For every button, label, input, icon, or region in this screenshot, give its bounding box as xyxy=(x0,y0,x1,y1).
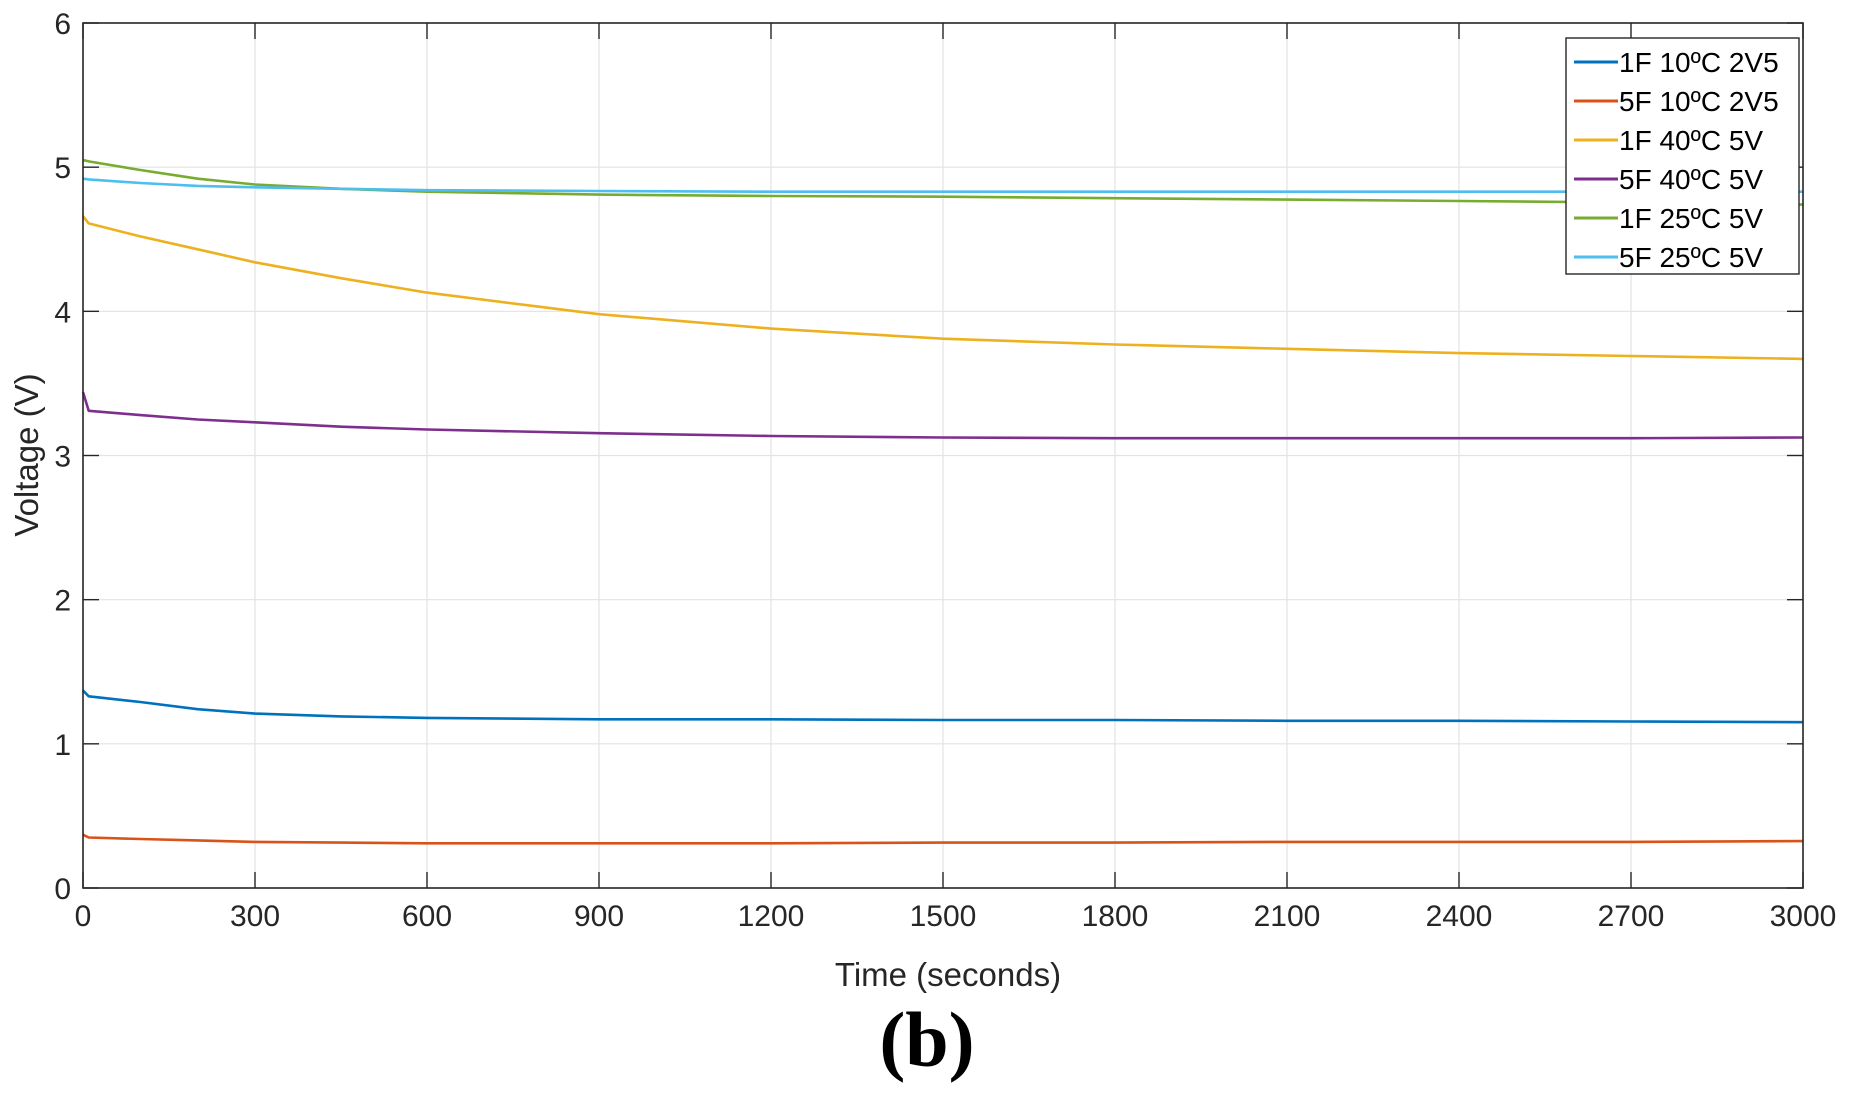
x-tick-label: 0 xyxy=(75,900,92,933)
x-tick-label: 3000 xyxy=(1770,900,1837,933)
y-tick-label: 1 xyxy=(54,729,71,762)
data-series xyxy=(81,158,1804,845)
y-tick-label: 6 xyxy=(54,8,71,41)
y-tick-label: 3 xyxy=(54,441,71,474)
x-tick-label: 2400 xyxy=(1426,900,1493,933)
legend-entry-label: 1F 10ºC 2V5 xyxy=(1619,47,1779,78)
legend-box xyxy=(1565,37,1800,275)
x-tick-label: 1800 xyxy=(1082,900,1149,933)
y-tick-label: 4 xyxy=(54,296,71,329)
figure-caption: (b) xyxy=(879,996,975,1083)
y-tick-label: 2 xyxy=(54,585,71,618)
legend-entry-label: 5F 25ºC 5V xyxy=(1619,242,1763,273)
y-axis-label: Voltage (V) xyxy=(8,373,45,536)
series-line-5 xyxy=(82,177,1803,193)
x-tick-label: 1200 xyxy=(738,900,805,933)
series-line-4 xyxy=(82,158,1804,206)
series-line-1 xyxy=(82,833,1804,845)
voltage-time-chart: 0 300 600 900 1200 1500 1800 2100 2400 2700 3000 0 1… xyxy=(8,8,1836,993)
x-tick-label: 2100 xyxy=(1254,900,1321,933)
series-line-0 xyxy=(82,689,1804,724)
series-line-2 xyxy=(81,215,1804,361)
x-tick-label: 600 xyxy=(402,900,452,933)
x-tick-label: 1500 xyxy=(910,900,977,933)
legend-entry-label: 5F 40ºC 5V xyxy=(1619,164,1763,195)
legend-entry-label: 1F 25ºC 5V xyxy=(1619,203,1763,234)
x-axis-label: Time (seconds) xyxy=(835,956,1061,993)
legend-entry-label: 5F 10ºC 2V5 xyxy=(1619,86,1779,117)
legend: 1F 10ºC 2V5 5F 10ºC 2V5 1F 40ºC 5V 5F 40ºC … xyxy=(1565,37,1800,275)
y-tick-label: 5 xyxy=(54,152,71,185)
legend-entry-label: 1F 40ºC 5V xyxy=(1619,125,1763,156)
axis-ticks: 0 300 600 900 1200 1500 1800 2100 2400 2700 3000 0 1… xyxy=(54,8,1836,933)
series-line-3 xyxy=(81,391,1804,440)
x-tick-label: 900 xyxy=(574,900,624,933)
grid-lines xyxy=(82,22,1804,889)
x-tick-label: 300 xyxy=(230,900,280,933)
y-tick-label: 0 xyxy=(54,873,71,906)
x-tick-label: 2700 xyxy=(1598,900,1665,933)
